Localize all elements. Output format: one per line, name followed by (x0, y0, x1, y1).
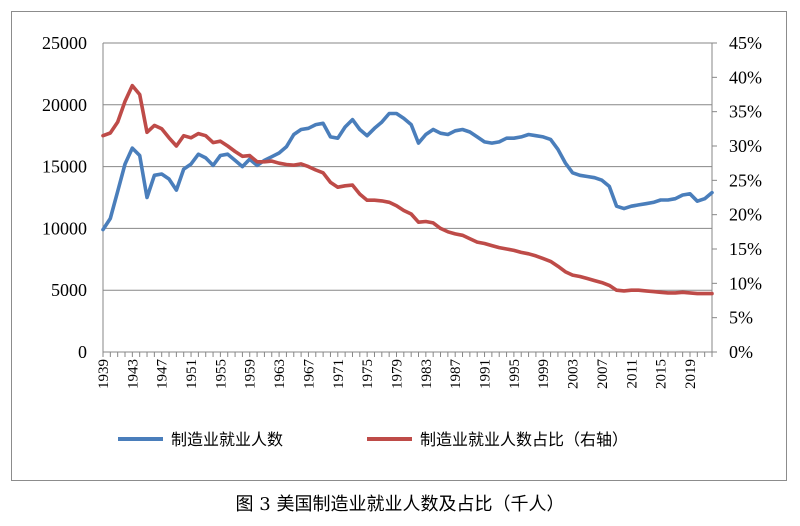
x-tick-label: 1979 (389, 359, 405, 389)
x-tick-label: 1951 (184, 359, 200, 389)
grid-layer (103, 42, 712, 291)
x-tick-label: 1983 (419, 359, 435, 389)
y-left-tick-label: 25000 (42, 33, 87, 53)
series-line-employment (101, 111, 714, 232)
y-right-tick-label: 30% (729, 136, 762, 156)
y-right-tick-label: 20% (729, 205, 762, 225)
figure-caption: 图 3 美国制造业就业人数及占比（千人） (235, 494, 565, 515)
x-tick-label: 1959 (243, 359, 259, 389)
y-left-tick-label: 5000 (51, 280, 87, 300)
x-tick-label: 1971 (331, 359, 347, 389)
y-left-tick-label: 10000 (42, 218, 87, 238)
y-right-tick-label: 35% (729, 102, 762, 122)
y-right-tick-label: 10% (729, 273, 762, 293)
legend-label-employment: 制造业就业人数 (171, 430, 283, 449)
y-left-tick-label: 0 (78, 342, 87, 362)
x-tick-label: 2011 (624, 359, 640, 388)
x-tick-label: 1995 (507, 359, 523, 389)
x-tick-label: 2015 (654, 359, 670, 389)
y-right-tick-label: 40% (729, 67, 762, 87)
series-line-share (101, 83, 714, 296)
x-tick-label: 2003 (566, 359, 582, 389)
x-tick-label: 1975 (360, 359, 376, 389)
y-right-tick-label: 5% (729, 308, 753, 328)
chart-frame (11, 11, 787, 481)
y-right-tick-label: 45% (729, 33, 762, 53)
y-left-tick-label: 15000 (42, 157, 87, 177)
x-tick-label: 1963 (272, 359, 288, 389)
y-right-tick-label: 25% (729, 170, 762, 190)
x-tick-label: 1991 (478, 359, 494, 389)
x-tick-label: 1947 (155, 359, 171, 390)
x-tick-label: 1999 (536, 359, 552, 389)
x-tick-label: 1955 (213, 359, 229, 389)
y-right-tick-label: 15% (729, 239, 762, 259)
series-layer (101, 83, 714, 296)
y-right-tick-label: 0% (729, 342, 753, 362)
axes-layer: 0 5000 10000 15000 20000 25000 0% 5% 10% 15% 20% 25… (42, 33, 762, 389)
x-tick-label: 2007 (595, 359, 611, 390)
legend-label-share: 制造业就业人数占比（右轴） (420, 430, 628, 449)
x-tick-label: 1943 (125, 359, 141, 389)
x-tick-label: 1939 (96, 359, 112, 389)
y-left-tick-label: 20000 (42, 95, 87, 115)
x-tick-label: 1967 (301, 359, 317, 390)
x-tick-label: 1987 (448, 359, 464, 390)
x-tick-label: 2019 (683, 359, 699, 389)
legend: 制造业就业人数 制造业就业人数占比（右轴） (118, 430, 628, 449)
